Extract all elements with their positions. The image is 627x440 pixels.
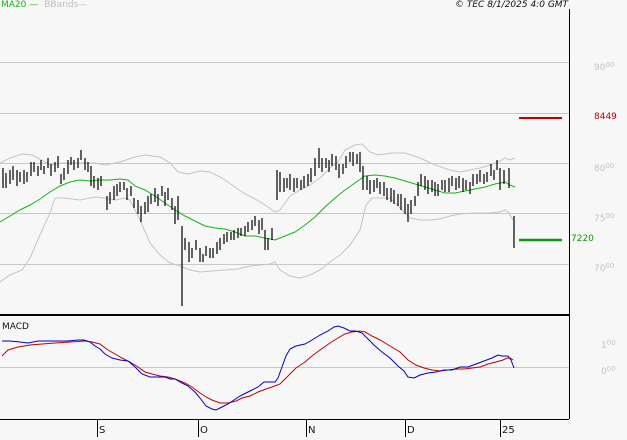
legend-bbands: BBands— [44,0,88,10]
macd-axis-label-0: 000 [601,365,616,377]
macd-title: MACD [2,322,29,332]
ma20-line [0,174,516,241]
price-bars [2,148,515,306]
x-label-oct: O [200,425,208,436]
x-label-2025: 25 [502,425,515,436]
x-label-nov: N [308,425,316,436]
legend-ma20: MA20 — [1,0,39,10]
price-axis-label-8000: 8000 [594,162,615,174]
x-label-sep: S [99,425,106,436]
price-axis-label-9000: 9000 [594,61,615,73]
support-label: 7220 [571,234,594,244]
copyright-timestamp: © TEC 8/1/2025 4:0 GMT [455,0,569,10]
macd-axis-label-1: 100 [601,339,616,351]
x-axis-ticks [97,419,501,437]
macd-line [2,325,515,411]
resistance-label: 8449 [594,112,617,122]
chart-legend: MA20 — BBands— [1,0,87,11]
price-axis-label-7000: 7000 [594,262,615,274]
x-label-dec: D [407,425,415,436]
price-axis-label-7500: 7500 [594,212,615,224]
